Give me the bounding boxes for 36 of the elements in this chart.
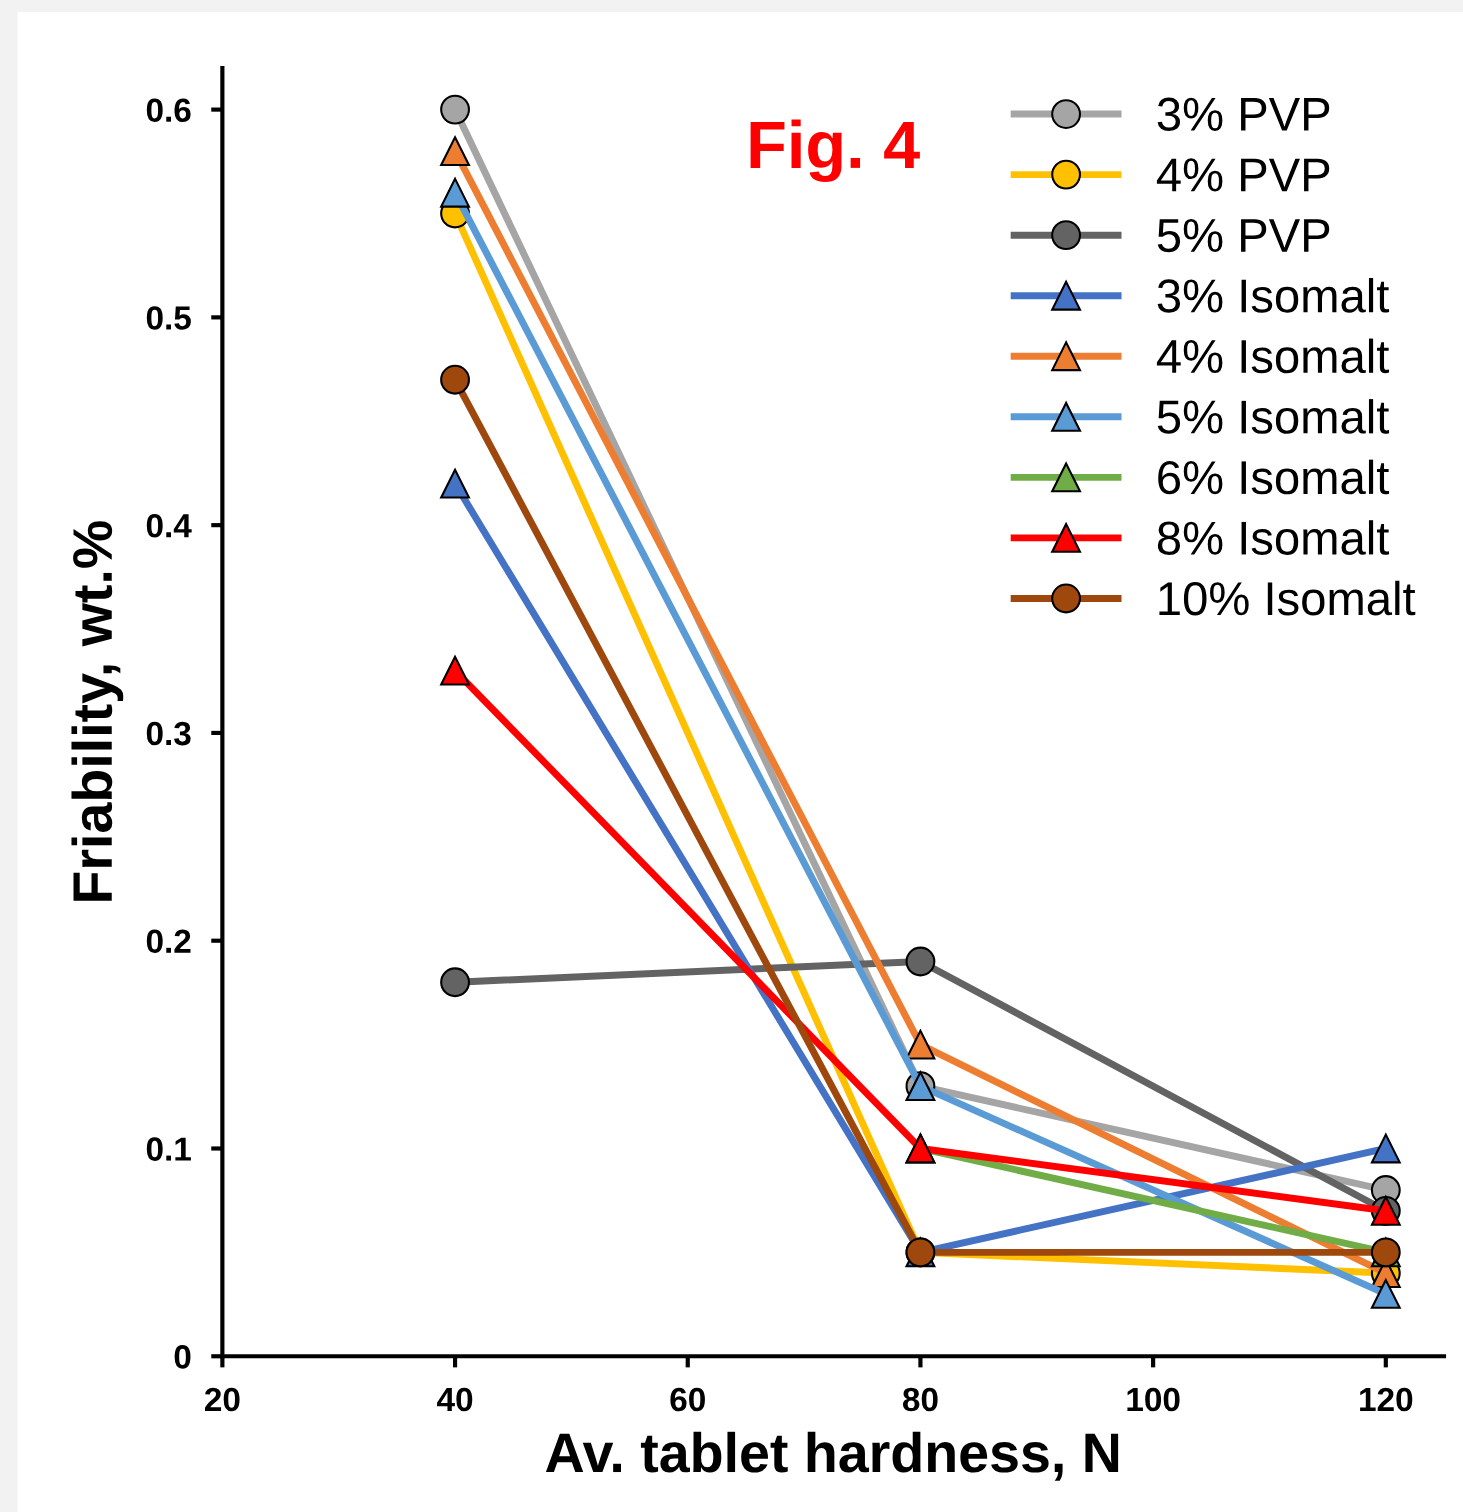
y-tick-label: 0 bbox=[174, 1345, 191, 1369]
x-tick-label: 100 bbox=[1127, 1387, 1180, 1412]
legend-label: 10% Isomalt bbox=[1159, 580, 1416, 616]
legend-label: 4% Isomalt bbox=[1156, 338, 1390, 374]
y-tick-label: 0.1 bbox=[146, 1137, 191, 1161]
y-tick-label: 0.6 bbox=[146, 98, 191, 122]
point bbox=[440, 177, 470, 208]
y-tick-label: 0.3 bbox=[146, 721, 191, 746]
legend-label: 6% Isomalt bbox=[1158, 459, 1390, 495]
legend-label: 4% PVP bbox=[1156, 158, 1330, 192]
point bbox=[905, 1029, 936, 1060]
legend-label: 3% PVP bbox=[1157, 97, 1330, 132]
legend-label: 8% Isomalt bbox=[1157, 520, 1390, 555]
point bbox=[1370, 1279, 1401, 1309]
y-tick-label: 0.2 bbox=[146, 929, 191, 954]
x-tick-label: 60 bbox=[670, 1387, 705, 1412]
y-tick-label: 0.4 bbox=[146, 513, 192, 538]
point bbox=[1370, 1133, 1401, 1164]
legend-label: 5% PVP bbox=[1157, 218, 1330, 253]
point bbox=[440, 94, 470, 125]
legend-label: 3% Isomalt bbox=[1157, 278, 1390, 313]
point bbox=[440, 967, 470, 998]
x-tick-label: 20 bbox=[205, 1387, 240, 1412]
point bbox=[440, 468, 470, 499]
x-axis-title: Av. tablet hardness, N bbox=[545, 1431, 1119, 1481]
text: Fig. 4 bbox=[750, 119, 920, 183]
x-tick-label: 40 bbox=[437, 1387, 473, 1412]
x-tick-label: 120 bbox=[1360, 1387, 1413, 1412]
y-axis-title: Friability, wt.% bbox=[71, 521, 124, 901]
point bbox=[440, 655, 470, 686]
point bbox=[905, 946, 936, 977]
legend-label: 5% Isomalt bbox=[1157, 399, 1390, 434]
x-tick-label: 80 bbox=[902, 1387, 938, 1412]
y-tick-label: 0.5 bbox=[146, 306, 191, 330]
point bbox=[440, 136, 470, 167]
point bbox=[440, 364, 470, 395]
